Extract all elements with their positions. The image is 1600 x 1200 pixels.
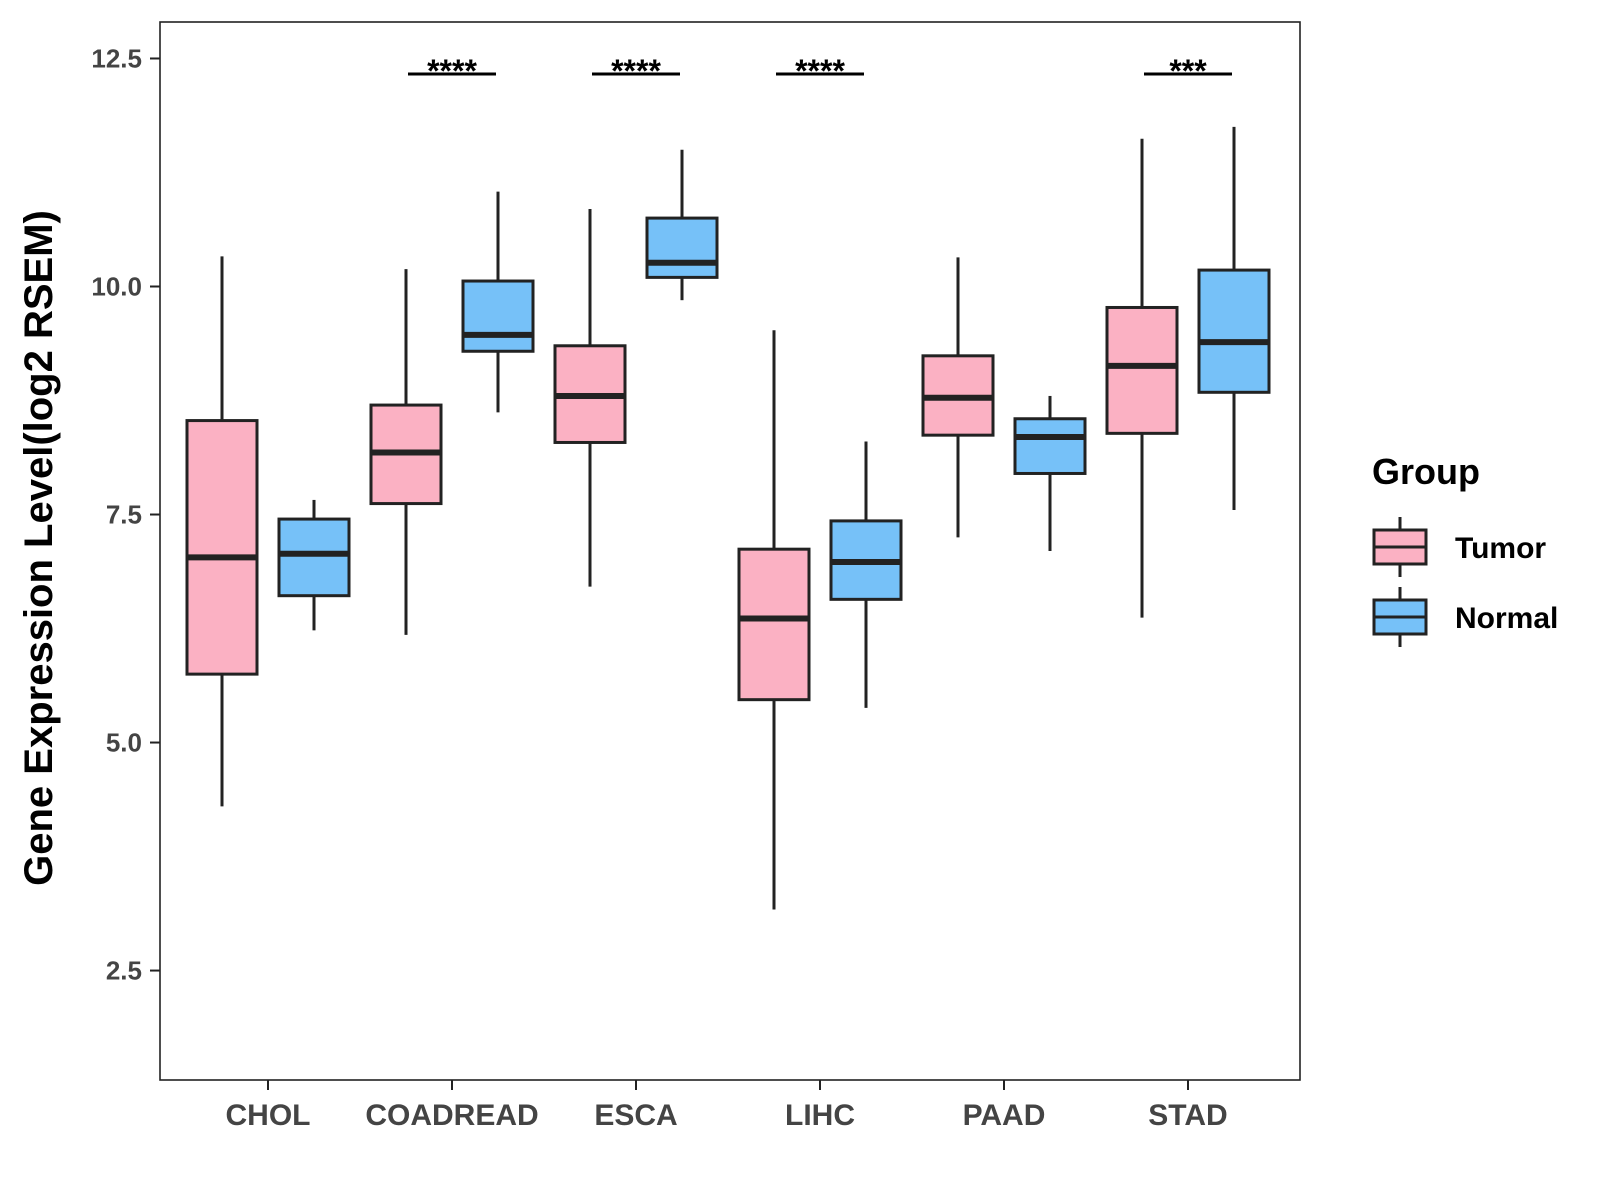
significance-stad: *** <box>1144 53 1232 89</box>
y-tick-label: 10.0 <box>91 272 142 302</box>
legend: Tumor Normal <box>1372 517 1558 647</box>
normal-box-coadread <box>461 191 535 413</box>
tumor-box-esca <box>553 208 627 587</box>
iqr-box <box>1105 305 1179 435</box>
iqr-box <box>1197 268 1271 394</box>
y-axis-title: Gene Expression Level(log2 RSEM) <box>17 210 61 886</box>
normal-box-stad <box>1197 126 1271 510</box>
normal-box-esca <box>645 149 719 301</box>
iqr-box <box>185 419 259 676</box>
tumor-box-paad <box>921 257 995 538</box>
legend-label: Tumor <box>1455 532 1546 565</box>
significance-label: **** <box>611 53 661 89</box>
iqr-box <box>645 216 719 279</box>
x-tick-label: PAAD <box>963 1099 1046 1132</box>
iqr-box <box>277 517 351 598</box>
tumor-box-stad <box>1105 138 1179 618</box>
significance-esca: **** <box>592 53 680 89</box>
normal-box-lihc <box>829 441 903 708</box>
y-tick-label: 12.5 <box>91 43 142 73</box>
legend-label: Normal <box>1455 602 1558 635</box>
plot-frame <box>159 21 1301 1081</box>
iqr-box <box>461 279 535 353</box>
significance-label: *** <box>1169 53 1207 89</box>
y-tick-label: 2.5 <box>106 956 142 986</box>
x-tick-label: STAD <box>1148 1099 1227 1132</box>
iqr-box <box>1013 417 1087 475</box>
x-tick-label: ESCA <box>594 1099 677 1132</box>
y-tick-label: 5.0 <box>106 728 142 758</box>
x-tick-label: COADREAD <box>365 1099 538 1132</box>
axes: 2.5 5.0 7.5 10.0 12.5 CHOL COADREAD ESCA LIHC PAA… <box>91 43 1227 1132</box>
significance-coadread: **** <box>408 53 496 89</box>
iqr-box <box>737 547 811 702</box>
x-tick-label: LIHC <box>785 1099 855 1132</box>
significance-lihc: **** <box>776 53 864 89</box>
tumor-box-chol <box>185 256 259 807</box>
normal-box-chol <box>277 499 351 631</box>
significance-label: **** <box>795 53 845 89</box>
legend-item-normal: Normal <box>1372 587 1558 647</box>
y-tick-label: 7.5 <box>106 500 142 530</box>
legend-title: Group <box>1372 451 1480 492</box>
x-tick-label: CHOL <box>226 1099 311 1132</box>
normal-box-paad <box>1013 395 1087 551</box>
significance-label: **** <box>427 53 477 89</box>
legend-item-tumor: Tumor <box>1372 517 1546 577</box>
tumor-box-coadread <box>369 269 443 635</box>
plot-area: **** **** **** *** <box>185 53 1271 910</box>
tumor-box-lihc <box>737 330 811 910</box>
